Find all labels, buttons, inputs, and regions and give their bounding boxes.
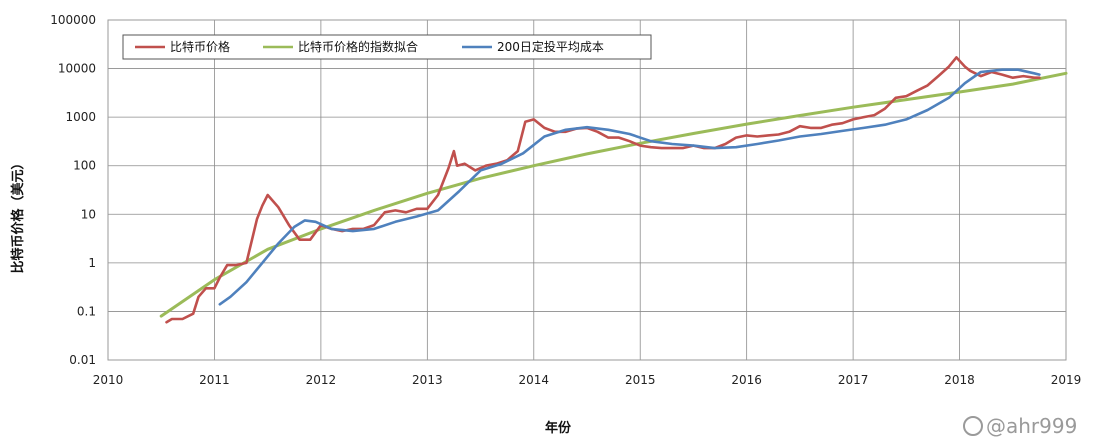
x-axis-title: 年份 — [545, 420, 572, 436]
x-tick-label: 2018 — [944, 373, 975, 387]
y-axis-title: 比特币价格（美元） — [10, 156, 26, 273]
y-tick-label: 0.1 — [77, 304, 96, 318]
dca-cost-series-line — [218, 68, 1041, 306]
x-tick-label: 2010 — [93, 373, 124, 387]
y-tick-label: 10 — [81, 207, 96, 221]
x-tick-label: 2015 — [625, 373, 656, 387]
grid-lines — [107, 19, 1067, 361]
price-series-line — [165, 56, 1041, 324]
x-tick-label: 2011 — [199, 373, 230, 387]
legend-label-dca: 200日定投平均成本 — [497, 39, 604, 54]
y-tick-label: 0.01 — [69, 353, 96, 367]
exponential-fit-series-line — [159, 71, 1068, 318]
x-tick-labels: 2010 2011 2012 2013 2014 2015 2016 2017 2018 2019 — [93, 373, 1082, 387]
y-tick-labels: 0.01 0.1 1 10 100 1000 10000 100000 — [50, 13, 96, 367]
x-tick-label: 2014 — [519, 373, 550, 387]
legend-label-price: 比特币价格 — [170, 39, 230, 54]
weibo-icon — [963, 416, 983, 436]
legend-label-fit: 比特币价格的指数拟合 — [298, 39, 418, 54]
x-tick-label: 2012 — [306, 373, 337, 387]
x-tick-label: 2019 — [1051, 373, 1082, 387]
watermark-text: @ahr999 — [986, 414, 1077, 438]
y-tick-label: 10000 — [58, 62, 96, 76]
plot-frame — [107, 19, 1067, 361]
watermark: @ahr999 — [963, 414, 1077, 438]
y-tick-label: 100000 — [50, 13, 96, 27]
y-tick-label: 100 — [73, 159, 96, 173]
x-tick-label: 2017 — [838, 373, 869, 387]
y-tick-label: 1 — [88, 256, 96, 270]
x-tick-label: 2016 — [731, 373, 762, 387]
legend-box — [122, 34, 652, 60]
legend: 比特币价格 比特币价格的指数拟合 200日定投平均成本 — [122, 34, 652, 60]
x-tick-label: 2013 — [412, 373, 443, 387]
y-tick-label: 1000 — [65, 110, 96, 124]
series-layer — [159, 56, 1068, 324]
